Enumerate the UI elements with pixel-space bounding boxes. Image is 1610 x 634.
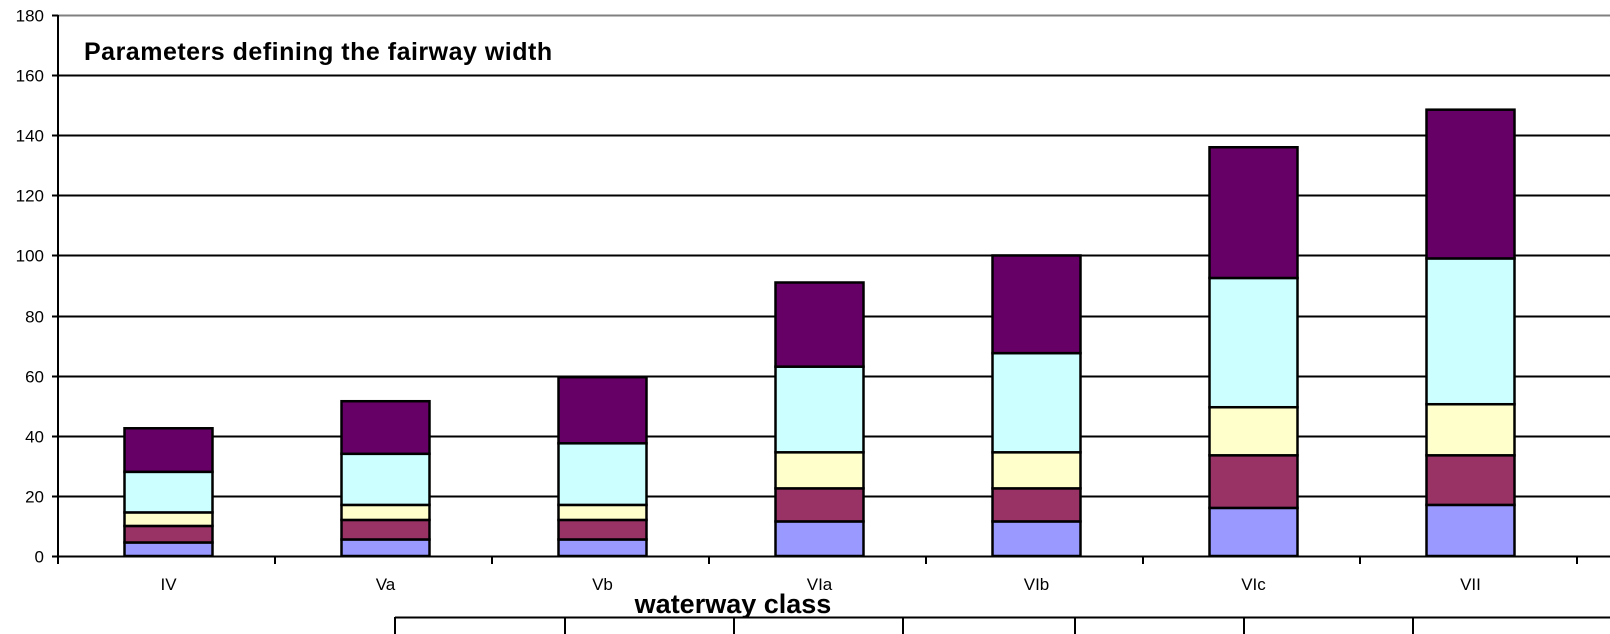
bar-segment — [340, 518, 431, 541]
bar-segment — [1425, 503, 1516, 558]
bar-segment — [1208, 506, 1299, 558]
y-tick-label: 160 — [16, 67, 44, 86]
y-tick-label: 120 — [16, 187, 44, 206]
bar-segment — [1425, 257, 1516, 406]
y-tick-label: 40 — [25, 428, 44, 447]
legend-box-edge — [394, 616, 1610, 634]
bar-segment — [123, 524, 214, 544]
x-tick-label: Vb — [592, 575, 613, 594]
bar-segment — [774, 451, 865, 490]
bar-segment — [1425, 402, 1516, 457]
title-background — [78, 31, 598, 69]
y-tick-label: 20 — [25, 488, 44, 507]
bar-segment — [123, 470, 214, 514]
bar-segment — [1208, 276, 1299, 409]
bar-segment — [991, 451, 1082, 490]
bar-segment — [774, 281, 865, 368]
bar-segment — [557, 538, 648, 558]
y-tick-label: 0 — [35, 548, 44, 567]
x-tick-label: Va — [376, 575, 396, 594]
bar-segment — [340, 399, 431, 456]
chart-title: Parameters defining the fairway width — [84, 38, 553, 66]
bar-segment — [557, 503, 648, 522]
axes — [52, 14, 1610, 564]
y-tick-label: 180 — [16, 7, 44, 26]
bar-segment — [774, 365, 865, 454]
y-tick-label: 100 — [16, 247, 44, 266]
y-tick-label: 80 — [25, 308, 44, 327]
bar-segment — [774, 487, 865, 523]
bar-segment — [340, 452, 431, 507]
bar-segment — [123, 511, 214, 528]
bar-segment — [557, 518, 648, 541]
y-tick-labels: 0 20 40 60 80 100 120 140 160 180 — [16, 7, 44, 567]
x-tick-label: VIb — [1024, 575, 1050, 594]
x-tick-label: VIa — [807, 575, 833, 594]
bar-segment — [1425, 454, 1516, 507]
bar-segment — [991, 254, 1082, 355]
bar-segment — [123, 541, 214, 558]
x-tick-label: VIc — [1241, 575, 1266, 594]
bar-segment — [1208, 454, 1299, 510]
bar-segment — [991, 520, 1082, 558]
x-tick-label: VII — [1460, 575, 1481, 594]
bar-segment — [1425, 108, 1516, 260]
bar-segment — [991, 351, 1082, 454]
bars — [123, 108, 1516, 558]
x-axis-label: waterway class — [634, 589, 832, 619]
bar-segment — [340, 503, 431, 522]
bar-segment — [774, 520, 865, 558]
bar-segment — [340, 538, 431, 558]
bar-segment — [557, 442, 648, 507]
x-tick-label: IV — [160, 575, 177, 594]
bar-segment — [1208, 405, 1299, 457]
bar-segment — [991, 487, 1082, 523]
y-tick-label: 60 — [25, 368, 44, 387]
x-tick-labels: IV Va Vb VIa VIb VIc VII — [160, 575, 1480, 594]
y-tick-label: 140 — [16, 127, 44, 146]
bar-segment — [123, 427, 214, 474]
bar-segment — [557, 375, 648, 445]
bar-segment — [1208, 145, 1299, 280]
